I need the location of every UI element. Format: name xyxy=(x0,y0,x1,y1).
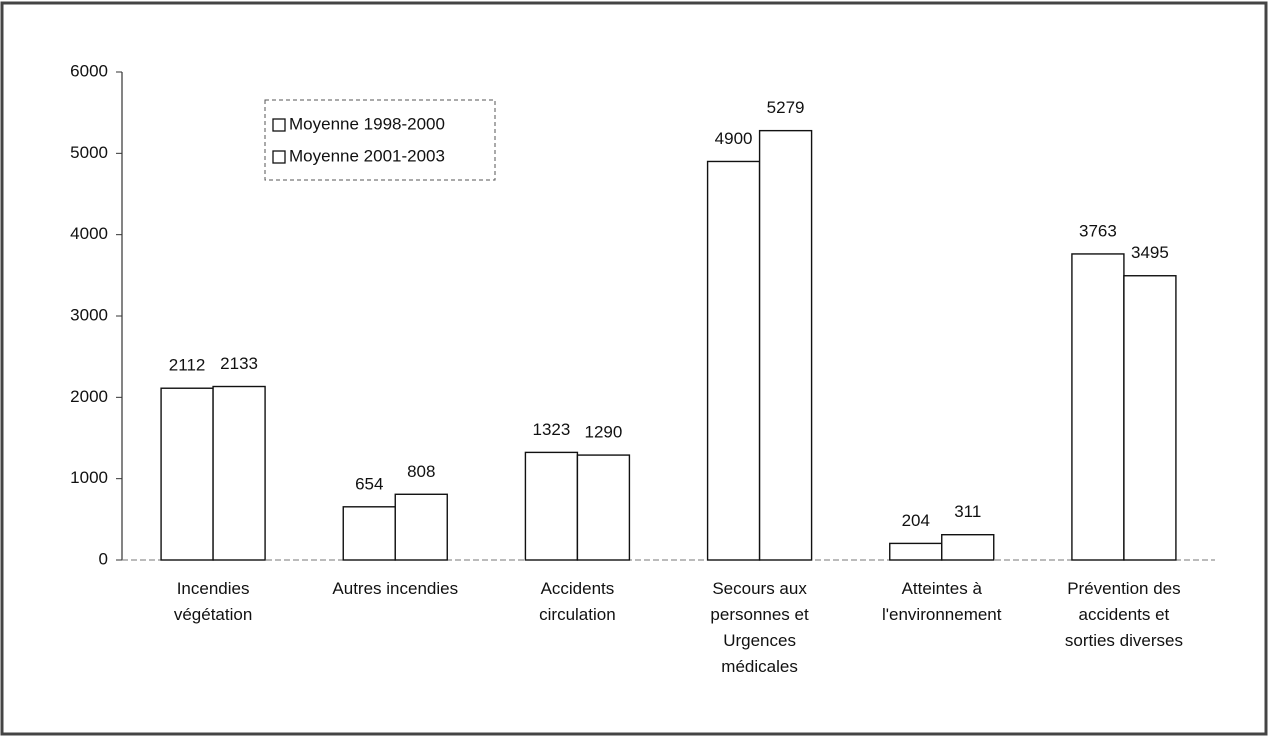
bar xyxy=(212,385,266,561)
x-tick-label: Incendies végétation xyxy=(174,579,252,624)
y-tick-label: 6000 xyxy=(70,61,108,80)
y-tick-label: 4000 xyxy=(70,224,108,243)
bar xyxy=(889,542,943,561)
bar xyxy=(524,451,579,561)
value-label: 204 xyxy=(902,511,930,530)
value-label: 311 xyxy=(954,502,981,521)
x-tick-label: Atteintes à l'environnement xyxy=(882,579,1002,624)
legend-label: Moyenne 2001-2003 xyxy=(289,146,445,165)
x-tick-label: Secours aux personnes et Urgences médicales xyxy=(710,579,809,676)
x-tick-label: Prévention des accidents et sorties divers… xyxy=(1065,579,1183,650)
y-tick-label: 3000 xyxy=(70,305,108,324)
value-label: 808 xyxy=(407,462,435,481)
value-label: 5279 xyxy=(767,98,805,117)
value-label: 4900 xyxy=(715,129,753,148)
value-label: 2133 xyxy=(220,354,258,373)
bar xyxy=(342,506,396,561)
value-label: 2112 xyxy=(169,356,206,375)
legend-marker xyxy=(272,118,286,132)
legend: Moyenne 1998-2000 Moyenne 2001-2003 xyxy=(264,99,496,181)
legend-marker xyxy=(272,150,286,164)
bar xyxy=(576,454,631,561)
bar xyxy=(758,129,813,561)
value-label: 1323 xyxy=(533,420,571,439)
bar xyxy=(160,387,214,561)
bar xyxy=(941,534,995,561)
x-tick-label: Autres incendies xyxy=(332,579,458,598)
x-tick-label: Accidents circulation xyxy=(539,579,616,624)
bar xyxy=(1123,275,1177,561)
y-tick-label: 5000 xyxy=(70,143,108,162)
value-label: 3763 xyxy=(1079,221,1117,240)
bar xyxy=(394,493,448,561)
bar xyxy=(706,160,761,561)
legend-box xyxy=(264,99,496,181)
y-tick-label: 2000 xyxy=(70,387,108,406)
value-label: 3495 xyxy=(1131,243,1169,262)
value-label: 1290 xyxy=(585,423,623,442)
y-tick-label: 0 xyxy=(99,549,108,568)
bar xyxy=(1071,253,1125,561)
value-label: 654 xyxy=(355,474,383,493)
legend-label: Moyenne 1998-2000 xyxy=(289,114,445,133)
y-tick-label: 1000 xyxy=(70,468,108,487)
